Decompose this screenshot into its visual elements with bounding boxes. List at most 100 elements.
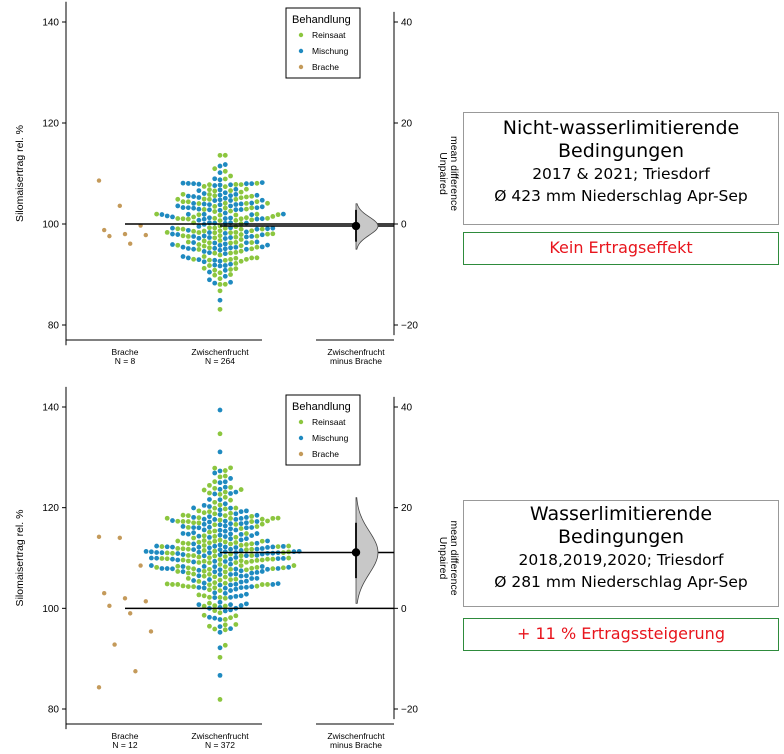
data-point-zwischenfrucht [196, 188, 202, 194]
data-point-zwischenfrucht [222, 489, 228, 495]
data-point-brache [148, 629, 154, 634]
data-point-zwischenfrucht [228, 476, 233, 481]
data-point-zwischenfrucht [170, 518, 175, 523]
data-point-zwischenfrucht [233, 266, 239, 272]
conditions-box-top: Nicht-wasserlimitierende Bedingungen 201… [463, 112, 779, 225]
data-point-zwischenfrucht [233, 555, 239, 560]
data-point-zwischenfrucht [175, 232, 181, 237]
data-point-zwischenfrucht [249, 240, 255, 245]
data-point-zwischenfrucht [185, 541, 191, 546]
y2-tick-label: 40 [401, 403, 413, 414]
data-point-zwischenfrucht [212, 558, 218, 564]
data-point-zwischenfrucht [233, 212, 239, 218]
effect-distribution [355, 203, 379, 250]
data-point-zwischenfrucht [191, 514, 197, 520]
data-point-zwischenfrucht [228, 588, 233, 593]
data-point-zwischenfrucht [222, 590, 228, 596]
data-point-zwischenfrucht [154, 564, 160, 570]
data-point-zwischenfrucht [275, 581, 281, 587]
data-point-zwischenfrucht [180, 205, 186, 210]
data-point-zwischenfrucht [238, 243, 244, 249]
data-point-zwischenfrucht [238, 216, 244, 222]
data-point-zwischenfrucht [170, 214, 175, 220]
data-point-zwischenfrucht [254, 546, 260, 552]
data-point-zwischenfrucht [164, 581, 170, 587]
data-point-zwischenfrucht [212, 603, 218, 609]
data-point-zwischenfrucht [228, 626, 233, 632]
data-point-zwischenfrucht [196, 525, 202, 531]
data-point-brache [143, 232, 148, 238]
data-point-zwischenfrucht [217, 242, 223, 248]
data-point-zwischenfrucht [207, 235, 212, 240]
data-point-zwischenfrucht [254, 180, 260, 186]
data-point-brache [112, 642, 117, 647]
data-point-zwischenfrucht [201, 603, 207, 609]
data-point-zwischenfrucht [228, 526, 233, 532]
data-point-zwischenfrucht [196, 567, 202, 573]
data-point-zwischenfrucht [201, 521, 207, 527]
data-point-zwischenfrucht [164, 556, 170, 562]
data-point-zwischenfrucht [196, 230, 202, 235]
data-point-zwischenfrucht [217, 547, 223, 553]
data-point-zwischenfrucht [222, 523, 228, 529]
x-tick-count: N = 12 [112, 740, 138, 750]
data-point-zwischenfrucht [249, 576, 255, 581]
data-point-zwischenfrucht [244, 229, 249, 235]
data-point-zwischenfrucht [249, 541, 255, 547]
data-point-brache [107, 603, 112, 609]
data-point-zwischenfrucht [249, 246, 255, 252]
chart-panel-1: 80 100 120 140 Silomaisertrag rel. % −20 0 20 40… [14, 1, 460, 366]
data-point-zwischenfrucht [170, 556, 175, 562]
data-point-zwischenfrucht [233, 234, 239, 240]
data-point-zwischenfrucht [217, 297, 223, 303]
data-point-zwischenfrucht [238, 182, 244, 187]
data-point-zwischenfrucht [228, 521, 233, 527]
data-point-zwischenfrucht [212, 215, 218, 221]
y-tick-label: 120 [42, 119, 59, 130]
x-tick-count: N = 264 [205, 356, 235, 366]
data-point-zwischenfrucht [185, 239, 191, 245]
data-point-zwischenfrucht [238, 573, 244, 579]
data-point-zwischenfrucht [233, 560, 239, 565]
y2-tick-label: −20 [401, 321, 418, 332]
data-point-zwischenfrucht [196, 247, 202, 252]
data-point-zwischenfrucht [228, 516, 233, 521]
data-point-zwischenfrucht [196, 201, 202, 206]
data-point-zwischenfrucht [244, 200, 249, 206]
data-point-zwischenfrucht [207, 582, 212, 588]
data-point-zwischenfrucht [228, 602, 233, 608]
data-point-zwischenfrucht [164, 550, 170, 556]
y2-tick-label: 20 [401, 119, 413, 130]
y2-axis-label: mean difference [448, 520, 460, 595]
data-point-zwischenfrucht [217, 163, 223, 169]
data-point-zwischenfrucht [196, 533, 202, 539]
data-point-zwischenfrucht [265, 231, 270, 237]
data-point-zwischenfrucht [191, 240, 197, 245]
data-point-zwischenfrucht [207, 623, 212, 629]
data-point-zwischenfrucht [207, 187, 212, 193]
legend-marker [298, 419, 304, 425]
data-point-zwischenfrucht [217, 486, 223, 492]
legend-marker [298, 451, 304, 457]
data-point-zwischenfrucht [249, 519, 255, 524]
data-point-zwischenfrucht [254, 531, 260, 536]
data-point-zwischenfrucht [185, 570, 191, 576]
data-point-zwischenfrucht [244, 559, 249, 565]
data-point-zwischenfrucht [259, 216, 265, 222]
data-point-zwischenfrucht [207, 545, 212, 551]
data-point-zwischenfrucht [175, 518, 181, 524]
data-point-zwischenfrucht [270, 231, 276, 237]
data-point-zwischenfrucht [185, 565, 191, 571]
data-point-zwischenfrucht [191, 578, 197, 583]
data-point-zwischenfrucht [238, 207, 244, 212]
data-point-zwischenfrucht [217, 449, 223, 455]
data-point-zwischenfrucht [228, 505, 233, 511]
data-point-zwischenfrucht [212, 470, 218, 476]
data-point-zwischenfrucht [207, 524, 212, 530]
data-point-zwischenfrucht [233, 202, 239, 207]
data-point-zwischenfrucht [201, 228, 207, 234]
data-point-zwischenfrucht [201, 580, 207, 586]
data-point-zwischenfrucht [217, 527, 223, 533]
data-point-zwischenfrucht [201, 196, 207, 202]
data-point-zwischenfrucht [201, 573, 207, 579]
